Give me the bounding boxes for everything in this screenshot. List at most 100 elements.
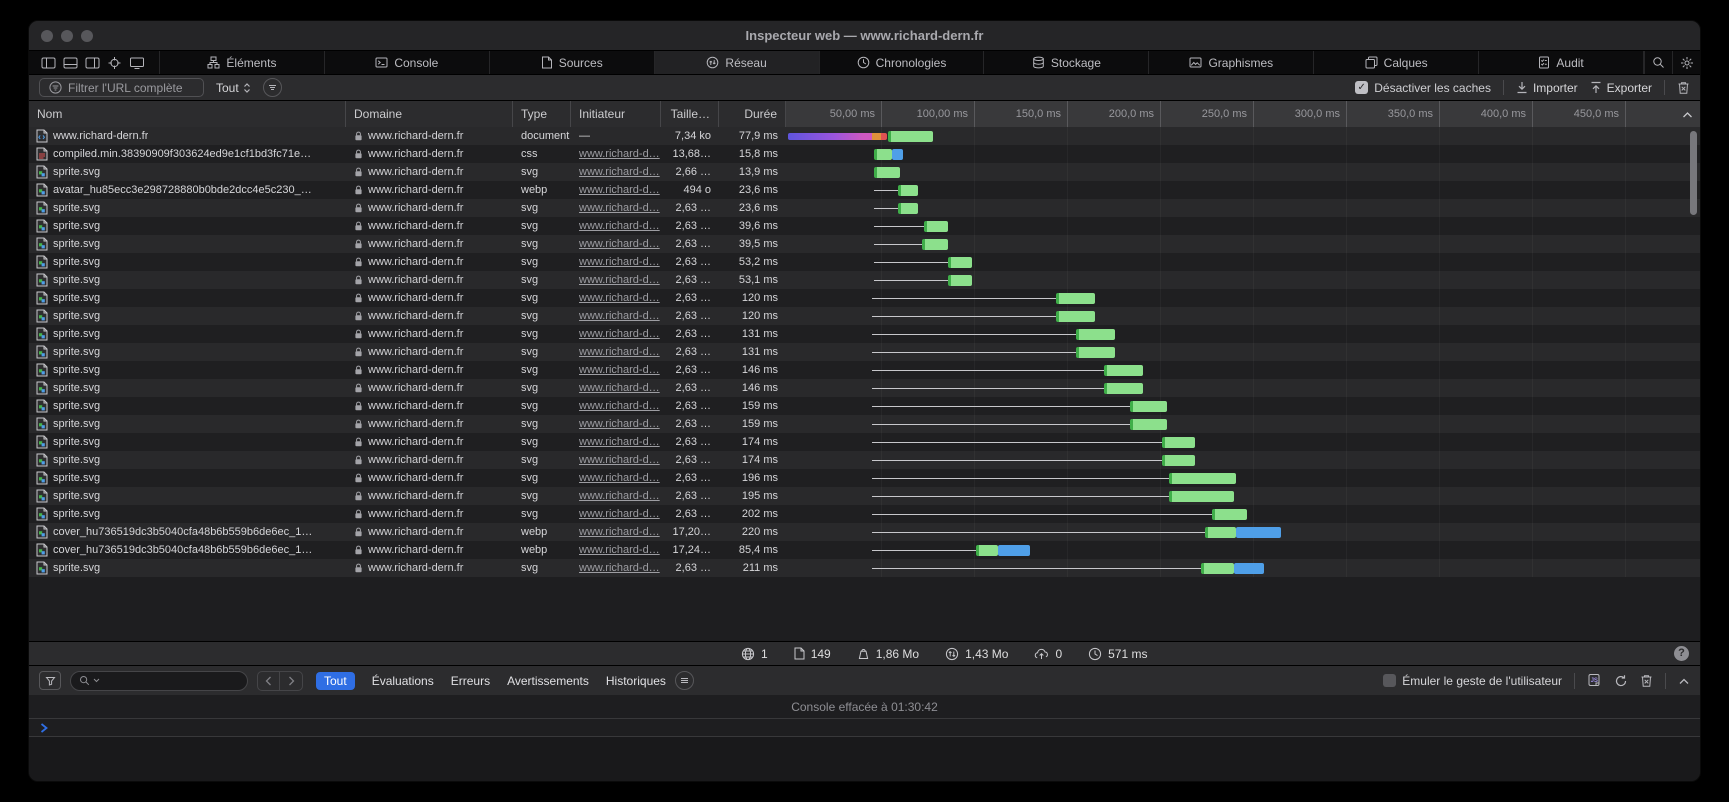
initiator-link[interactable]: www.richard-d… [579, 256, 660, 268]
initiator-link[interactable]: www.richard-d… [579, 328, 660, 340]
initiator-link[interactable]: www.richard-d… [579, 238, 660, 250]
search-button[interactable] [1644, 51, 1672, 74]
reload-icon[interactable] [1614, 674, 1628, 688]
initiator-link[interactable]: www.richard-d… [579, 508, 660, 520]
disable-caches-checkbox[interactable]: ✓ Désactiver les caches [1355, 81, 1491, 95]
initiator-link[interactable]: www.richard-d… [579, 274, 660, 286]
console-scope-tout[interactable]: Tout [316, 672, 355, 690]
table-row[interactable]: sprite.svgwww.richard-dern.frsvgwww.rich… [29, 199, 1700, 217]
tab-network[interactable]: Réseau [655, 51, 820, 74]
initiator-link[interactable]: www.richard-d… [579, 472, 660, 484]
initiator-link[interactable]: www.richard-d… [579, 544, 660, 556]
next-result-button[interactable] [280, 672, 302, 690]
console-scope-erreurs[interactable]: Erreurs [451, 674, 490, 688]
expand-console-chevron-button[interactable] [1678, 677, 1690, 685]
table-row[interactable]: sprite.svgwww.richard-dern.frsvgwww.rich… [29, 217, 1700, 235]
dock-left-icon[interactable] [41, 56, 56, 70]
dock-right-icon[interactable] [85, 56, 100, 70]
console-search-input[interactable] [70, 671, 248, 691]
table-row[interactable]: sprite.svgwww.richard-dern.frsvgwww.rich… [29, 325, 1700, 343]
tab-console[interactable]: Console [325, 51, 490, 74]
doc-img-icon [36, 435, 48, 449]
initiator-link[interactable]: www.richard-d… [579, 382, 660, 394]
table-row[interactable]: cover_hu736519dc3b5040cfa48b6b559b6de6ec… [29, 541, 1700, 559]
table-row[interactable]: sprite.svgwww.richard-dern.frsvgwww.rich… [29, 361, 1700, 379]
initiator-link[interactable]: www.richard-d… [579, 490, 660, 502]
previous-result-button[interactable] [258, 672, 280, 690]
tab-graphics[interactable]: Graphismes [1149, 51, 1314, 74]
initiator-link[interactable]: www.richard-d… [579, 436, 660, 448]
tab-layers[interactable]: Calques [1314, 51, 1479, 74]
tab-sources[interactable]: Sources [490, 51, 655, 74]
tab-elements[interactable]: Éléments [160, 51, 325, 74]
table-row[interactable]: sprite.svgwww.richard-dern.frsvgwww.rich… [29, 451, 1700, 469]
initiator-link[interactable]: www.richard-d… [579, 418, 660, 430]
console-scope-évaluations[interactable]: Évaluations [372, 674, 434, 688]
initiator-link[interactable]: www.richard-d… [579, 292, 660, 304]
console-input-area[interactable] [29, 737, 1700, 781]
console-filter-button[interactable] [39, 671, 61, 690]
url-filter-input[interactable]: Filtrer l'URL complète [39, 78, 204, 97]
resource-type-select[interactable]: Tout [216, 81, 251, 95]
column-header-initiateur[interactable]: Initiateur [571, 101, 661, 127]
request-name-cell: sprite.svg [29, 505, 346, 523]
initiator-link[interactable]: www.richard-d… [579, 166, 660, 178]
initiator-link[interactable]: www.richard-d… [579, 454, 660, 466]
initiator-link[interactable]: www.richard-d… [579, 346, 660, 358]
table-row[interactable]: sprite.svgwww.richard-dern.frsvgwww.rich… [29, 163, 1700, 181]
column-header-nom[interactable]: Nom [29, 101, 346, 127]
table-row[interactable]: sprite.svgwww.richard-dern.frsvgwww.rich… [29, 307, 1700, 325]
table-row[interactable]: sprite.svgwww.richard-dern.frsvgwww.rich… [29, 253, 1700, 271]
collapse-timeline-icon[interactable] [1682, 108, 1693, 122]
table-row[interactable]: sprite.svgwww.richard-dern.frsvgwww.rich… [29, 415, 1700, 433]
table-row[interactable]: sprite.svgwww.richard-dern.frsvgwww.rich… [29, 379, 1700, 397]
table-row[interactable]: sprite.svgwww.richard-dern.frsvgwww.rich… [29, 469, 1700, 487]
initiator-link[interactable]: www.richard-d… [579, 526, 660, 538]
device-icon[interactable] [129, 56, 145, 70]
column-header-duree[interactable]: Durée [719, 101, 786, 127]
import-button[interactable]: Importer [1516, 81, 1578, 95]
dock-bottom-icon[interactable] [63, 56, 78, 70]
emulate-user-gesture-checkbox[interactable]: Émuler le geste de l'utilisateur [1383, 674, 1562, 688]
table-row[interactable]: sprite.svgwww.richard-dern.frsvgwww.rich… [29, 397, 1700, 415]
initiator-link[interactable]: www.richard-d… [579, 202, 660, 214]
column-header-taille[interactable]: Taille… [661, 101, 719, 127]
clear-network-items-trash-button[interactable] [1677, 81, 1690, 95]
initiator-link[interactable]: www.richard-d… [579, 148, 660, 160]
table-row[interactable]: www.richard-dern.frwww.richard-dern.frdo… [29, 127, 1700, 145]
initiator-link[interactable]: www.richard-d… [579, 400, 660, 412]
tab-storage[interactable]: Stockage [984, 51, 1149, 74]
help-button[interactable]: ? [1674, 646, 1689, 661]
table-row[interactable]: avatar_hu85ecc3e298728880b0bde2dcc4e5c23… [29, 181, 1700, 199]
settings-gear-button[interactable] [1672, 51, 1700, 74]
table-row[interactable]: sprite.svgwww.richard-dern.frsvgwww.rich… [29, 487, 1700, 505]
table-row[interactable]: sprite.svgwww.richard-dern.frsvgwww.rich… [29, 235, 1700, 253]
table-row[interactable]: compiled.min.38390909f303624ed9e1cf1bd3f… [29, 145, 1700, 163]
column-header-domaine[interactable]: Domaine [346, 101, 513, 127]
export-button[interactable]: Exporter [1590, 81, 1652, 95]
table-row[interactable]: sprite.svgwww.richard-dern.frsvgwww.rich… [29, 289, 1700, 307]
initiator-link[interactable]: www.richard-d… [579, 562, 660, 574]
filter-options-button[interactable] [263, 78, 282, 97]
table-row[interactable]: sprite.svgwww.richard-dern.frsvgwww.rich… [29, 271, 1700, 289]
initiator-link[interactable]: www.richard-d… [579, 184, 660, 196]
tab-audit[interactable]: Audit [1479, 51, 1644, 74]
console-scope-avertissements[interactable]: Avertissements [507, 674, 589, 688]
initiator-link[interactable]: www.richard-d… [579, 310, 660, 322]
table-row[interactable]: cover_hu736519dc3b5040cfa48b6b559b6de6ec… [29, 523, 1700, 541]
initiator-link[interactable]: www.richard-d… [579, 220, 660, 232]
tab-timelines[interactable]: Chronologies [820, 51, 985, 74]
console-options-button[interactable] [675, 671, 694, 690]
table-row[interactable]: sprite.svgwww.richard-dern.frsvgwww.rich… [29, 505, 1700, 523]
console-scope-historiques[interactable]: Historiques [606, 674, 666, 688]
clear-console-trash-button[interactable] [1640, 674, 1653, 688]
column-header-type[interactable]: Type [513, 101, 571, 127]
element-picker-icon[interactable] [107, 56, 122, 70]
table-row[interactable]: sprite.svgwww.richard-dern.frsvgwww.rich… [29, 559, 1700, 577]
initiator-link[interactable]: www.richard-d… [579, 364, 660, 376]
table-row[interactable]: sprite.svgwww.richard-dern.frsvgwww.rich… [29, 343, 1700, 361]
table-row[interactable]: sprite.svgwww.richard-dern.frsvgwww.rich… [29, 433, 1700, 451]
js-context-icon[interactable]: JS [1587, 673, 1602, 688]
console-prompt[interactable] [29, 719, 1700, 737]
doc-css-icon [36, 147, 48, 161]
